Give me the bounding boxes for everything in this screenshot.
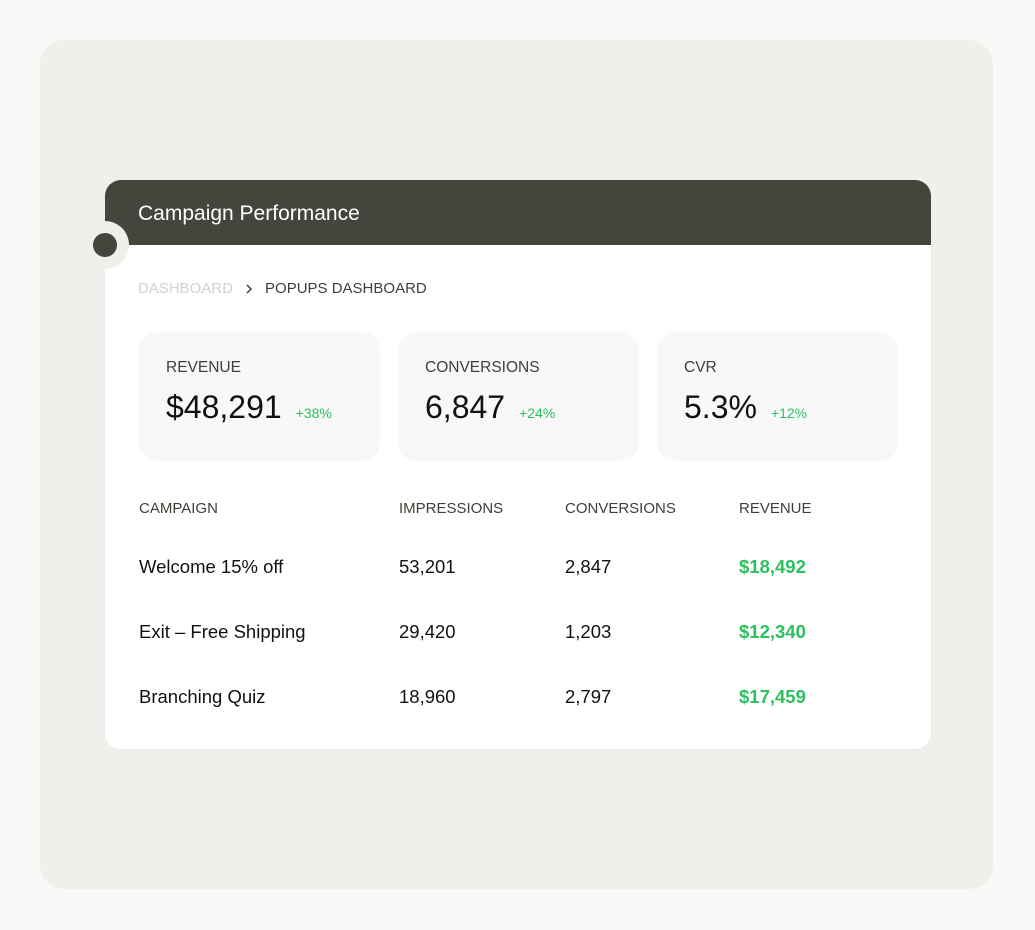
cell-revenue: $17,459 <box>739 686 806 707</box>
stat-label: REVENUE <box>166 359 241 376</box>
cell-impressions: 18,960 <box>399 686 456 707</box>
cell-campaign: Exit – Free Shipping <box>139 621 306 642</box>
stat-value: 6,847 <box>425 389 506 425</box>
chevron-right-icon <box>246 283 253 294</box>
cell-revenue: $18,492 <box>739 556 806 577</box>
cell-campaign: Branching Quiz <box>139 686 266 707</box>
stat-label: CVR <box>684 359 717 376</box>
breadcrumb-dashboard[interactable]: DASHBOARD <box>138 280 234 297</box>
cell-campaign: Welcome 15% off <box>139 556 284 577</box>
column-header-conversions: CONVERSIONS <box>565 500 676 517</box>
stat-change: +24% <box>519 405 556 421</box>
stat-change: +12% <box>770 405 808 421</box>
connector-dot-icon <box>81 221 129 269</box>
card-title: Campaign Performance <box>138 202 360 225</box>
column-header-impressions: IMPRESSIONS <box>399 500 504 517</box>
stat-card-conversions: CONVERSIONS 6,847 +24% <box>398 332 639 461</box>
cell-impressions: 29,420 <box>399 621 456 642</box>
stat-card-revenue: REVENUE $48,291 +38% <box>139 332 380 461</box>
stat-value: 5.3% <box>684 389 757 425</box>
stat-card-cvr: CVR 5.3% +12% <box>657 332 898 461</box>
breadcrumb-popups-dashboard: POPUPS DASHBOARD <box>265 280 427 297</box>
cell-revenue: $12,340 <box>739 621 806 642</box>
stat-change: +38% <box>295 405 332 421</box>
column-header-revenue: REVENUE <box>739 500 812 517</box>
stat-value: $48,291 <box>166 389 282 425</box>
stat-label: CONVERSIONS <box>425 359 540 376</box>
breadcrumb: DASHBOARD POPUPS DASHBOARD <box>138 280 427 297</box>
card-header: Campaign Performance <box>105 180 931 245</box>
cell-impressions: 53,201 <box>399 556 456 577</box>
column-header-campaign: CAMPAIGN <box>139 500 218 517</box>
cell-conversions: 2,847 <box>565 556 612 577</box>
campaign-performance-card: Campaign Performance DASHBOARD POPUPS DA… <box>105 180 931 749</box>
cell-conversions: 1,203 <box>565 621 612 642</box>
cell-conversions: 2,797 <box>565 686 612 707</box>
